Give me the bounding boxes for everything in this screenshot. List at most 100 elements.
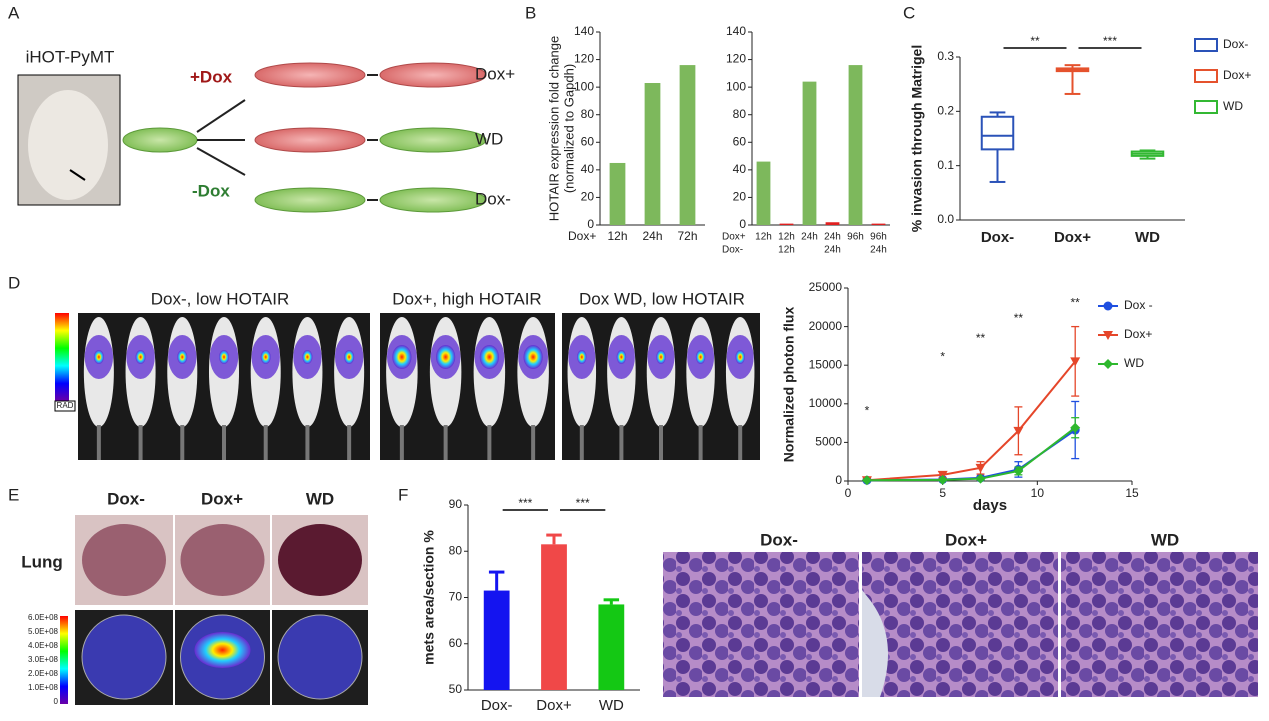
lung <box>180 524 265 596</box>
signal-core <box>260 350 271 364</box>
y-tick-label: 25000 <box>809 280 843 294</box>
dish <box>254 127 366 153</box>
image-label: Dox WD, low HOTAIR <box>579 289 745 308</box>
bar <box>779 223 794 225</box>
row-label: Dox+ <box>568 229 596 243</box>
signal-core <box>218 350 230 364</box>
y-tick-label: 5000 <box>815 435 842 449</box>
box <box>980 115 1015 151</box>
x-tick-label: WD <box>599 697 624 714</box>
panel-label: D <box>8 273 20 292</box>
series-line <box>866 360 1076 482</box>
y-tick-label: 40 <box>581 162 595 176</box>
y-tick-label: 0 <box>739 217 746 231</box>
tail <box>222 425 226 460</box>
signal-core <box>479 345 499 369</box>
histology-image <box>862 552 1058 697</box>
signal-core <box>93 350 104 364</box>
x-tick-label: Dox+ <box>536 697 572 714</box>
column-title: Dox+ <box>945 530 987 549</box>
dish <box>379 127 487 153</box>
tail <box>138 425 143 460</box>
x-tick-label: 12h <box>755 232 772 243</box>
connector <box>196 147 246 176</box>
significance-label: * <box>865 404 870 418</box>
scale-tick-label: 6.0E+08 <box>28 613 59 622</box>
tail <box>305 425 310 460</box>
x-tick-label: 24h <box>801 232 818 243</box>
scale-tick-label: 4.0E+08 <box>28 641 59 650</box>
y-axis-label: % invasion through Matrigel <box>909 45 925 232</box>
lung <box>278 524 362 596</box>
x-tick-label: 96h <box>847 232 864 243</box>
panel-a: A iHOT-PyMT +Dox -Dox Dox+ WD Dox- <box>8 3 515 213</box>
scale-tick-label: 0 <box>54 697 59 706</box>
scale-tick-label: 2.0E+08 <box>28 669 59 678</box>
y-tick-label: 0.1 <box>937 158 954 172</box>
marker <box>1070 357 1081 367</box>
x-tick-label: 24h <box>642 229 662 243</box>
signal-core <box>695 350 706 364</box>
signal-core <box>577 350 587 364</box>
x-tick-label: WD <box>1135 229 1160 246</box>
tail <box>579 425 584 460</box>
signal-core <box>735 350 745 364</box>
signal-core <box>194 632 251 668</box>
signal-core <box>135 350 146 364</box>
x-tick-label: 10 <box>1031 486 1045 500</box>
row-label: Dox+ <box>722 232 746 243</box>
legend-swatch <box>1194 38 1218 52</box>
y-tick-label: 0 <box>587 217 594 231</box>
panel-label: A <box>8 3 20 22</box>
y-tick-label: 20 <box>581 190 595 204</box>
x-tick-label: 12h <box>778 245 795 256</box>
column-title: WD <box>1151 530 1179 549</box>
row-label: Lung <box>21 552 63 571</box>
y-tick-label: 100 <box>726 79 746 93</box>
color-scale <box>60 616 68 704</box>
bar <box>825 222 840 225</box>
significance-label: ** <box>1014 311 1024 325</box>
y-tick-label: 60 <box>733 134 747 148</box>
y-tick-label: 20 <box>733 190 747 204</box>
y-tick-label: 80 <box>733 107 747 121</box>
x-tick-label: Dox- <box>481 697 513 714</box>
x-tick-label: 0 <box>845 486 852 500</box>
y-tick-label: 140 <box>574 24 594 38</box>
marker <box>975 473 986 484</box>
bar <box>609 162 626 225</box>
scale-tick-label: 5.0E+08 <box>28 627 59 636</box>
outcome-label: Dox+ <box>475 64 515 83</box>
tail <box>180 425 185 460</box>
tail <box>619 425 624 460</box>
marker <box>861 475 872 486</box>
column-title: Dox- <box>760 530 798 549</box>
row-label: Dox- <box>722 245 743 256</box>
scale-label-box <box>54 400 76 412</box>
y-tick-label: 0.3 <box>937 49 954 63</box>
x-tick-label: Dox- <box>981 229 1014 246</box>
panel-label: C <box>903 3 915 22</box>
y-axis-label: Normalized photon flux <box>781 307 797 463</box>
signal-core <box>436 345 456 369</box>
y-tick-label: 120 <box>574 52 594 66</box>
scale-tick-label: 3.0E+08 <box>28 655 59 664</box>
column-title: Dox+ <box>201 489 243 508</box>
arm-label: +Dox <box>190 67 233 86</box>
x-tick-label: 15 <box>1125 486 1139 500</box>
connector <box>196 99 246 133</box>
legend-label: Dox+ <box>1124 327 1152 341</box>
panel-label: B <box>525 3 536 22</box>
tail <box>487 425 492 460</box>
scale-label: RAD <box>57 401 74 410</box>
y-tick-label: 50 <box>449 682 463 696</box>
dish <box>379 62 487 88</box>
significance-label: * <box>940 350 945 364</box>
x-tick-label: 24h <box>870 245 887 256</box>
outcome-label: Dox- <box>475 189 511 208</box>
arm-label: -Dox <box>192 181 230 200</box>
histology-image <box>1061 552 1258 697</box>
bar <box>802 81 817 225</box>
dish <box>122 127 198 153</box>
